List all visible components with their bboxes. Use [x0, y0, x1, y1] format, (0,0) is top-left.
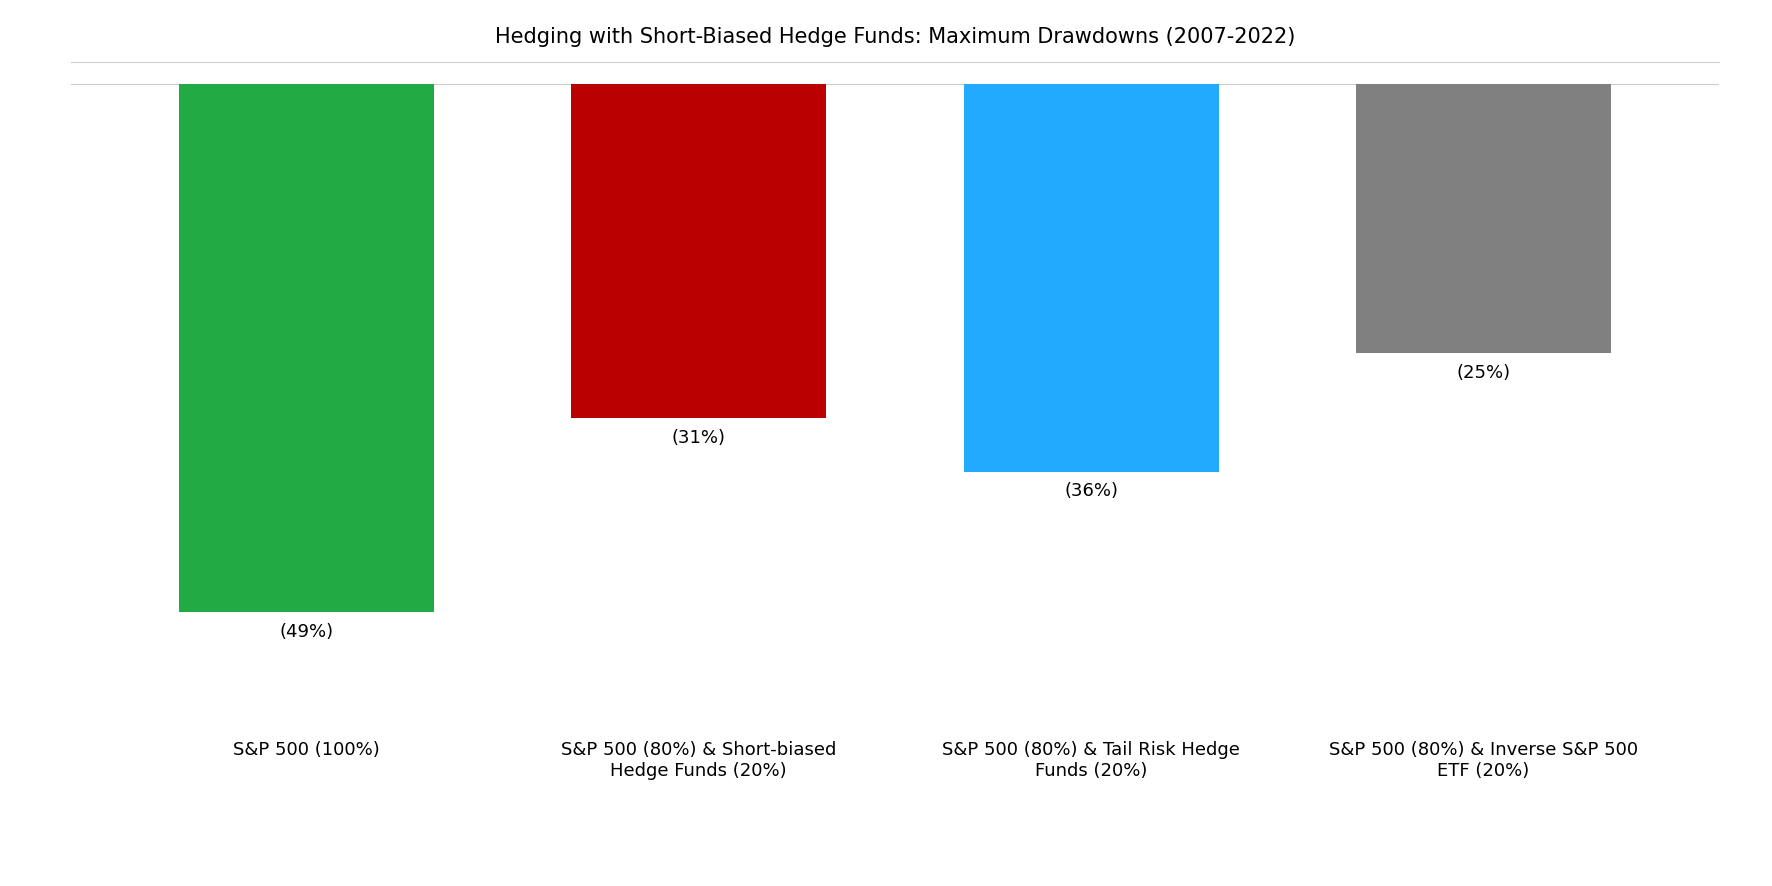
Text: (36%): (36%) [1063, 482, 1118, 501]
Bar [571, 83, 826, 418]
Bar [1356, 83, 1611, 353]
Text: (49%): (49%) [280, 623, 333, 641]
Text: (25%): (25%) [1457, 364, 1510, 382]
Bar [179, 83, 434, 612]
Bar [964, 83, 1219, 471]
Text: (31%): (31%) [672, 429, 727, 447]
Title: Hedging with Short-Biased Hedge Funds: Maximum Drawdowns (2007-2022): Hedging with Short-Biased Hedge Funds: M… [494, 27, 1295, 47]
